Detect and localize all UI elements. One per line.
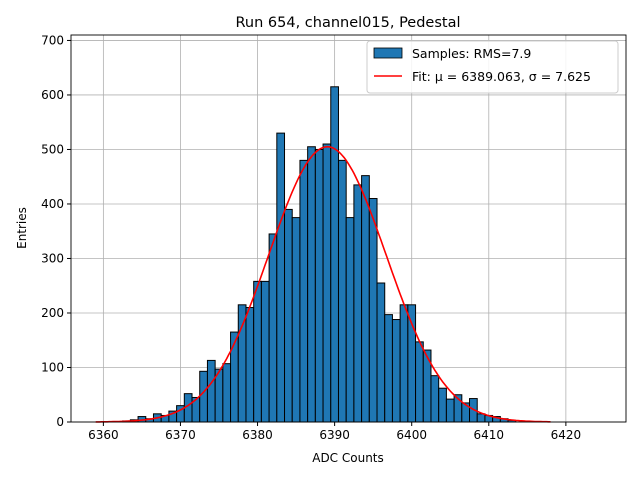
histogram-bar [415, 341, 424, 423]
histogram-bar [399, 304, 409, 423]
histogram-bar [330, 86, 339, 423]
y-tick-label: 700 [41, 33, 64, 47]
fit-curve [95, 145, 551, 423]
histogram-bar [268, 233, 278, 423]
histogram-bar [368, 198, 378, 423]
legend-box [366, 40, 619, 94]
histogram-bar [276, 132, 286, 423]
x-tick-label: 6400 [396, 428, 427, 442]
legend-label-histogram: Samples: RMS=7.9 [412, 46, 531, 61]
histogram-bar [245, 307, 255, 423]
histogram-bar [299, 159, 309, 423]
histogram-bar [376, 282, 386, 423]
histogram-bar [476, 413, 486, 423]
legend-label-fit: Fit: μ = 6389.063, σ = 7.625 [412, 69, 591, 84]
grid [71, 35, 626, 423]
x-tick-label: 6420 [551, 428, 582, 442]
histogram-bar [199, 370, 208, 423]
x-tick-label: 6410 [474, 428, 505, 442]
histogram-bar [438, 387, 447, 423]
histogram-bar [384, 314, 393, 423]
histogram-bar [430, 375, 440, 423]
x-tick-label: 6360 [88, 428, 119, 442]
y-tick-label: 100 [41, 360, 64, 374]
x-axis-label: ADC Counts [312, 451, 384, 465]
y-tick-label: 400 [41, 197, 64, 211]
histogram-bar [345, 217, 355, 423]
histogram-bar [361, 175, 370, 423]
x-tick-label: 6380 [242, 428, 273, 442]
y-tick-label: 0 [56, 415, 64, 429]
x-axis-ticks: 6360 6370 6380 6390 6400 6410 6420 [88, 422, 581, 442]
histogram-bar [353, 184, 363, 423]
histogram-bar [230, 331, 239, 423]
histogram-bar [307, 146, 316, 423]
legend-swatch-histogram [373, 47, 403, 59]
histogram-bar [237, 304, 247, 423]
histogram-bar [291, 217, 301, 423]
y-tick-label: 600 [41, 88, 64, 102]
x-tick-label: 6390 [319, 428, 350, 442]
histogram-bars [122, 86, 517, 423]
histogram-bar [337, 159, 347, 423]
plot-frame [70, 34, 627, 423]
histogram-bar [391, 319, 401, 423]
y-tick-label: 500 [41, 142, 64, 156]
histogram-bar [206, 359, 216, 423]
histogram-bar [260, 280, 270, 423]
x-tick-label: 6370 [165, 428, 196, 442]
y-axis-label: Entries [15, 207, 29, 249]
histogram-bar [284, 208, 293, 423]
y-tick-label: 300 [41, 251, 64, 265]
chart-title: Run 654, channel015, Pedestal [235, 15, 460, 31]
histogram-bar [253, 280, 262, 423]
legend: Samples: RMS=7.9 Fit: μ = 6389.063, σ = … [366, 40, 619, 94]
histogram-bar [222, 363, 232, 423]
y-tick-label: 200 [41, 306, 64, 320]
y-axis-ticks: 0 100 200 300 400 500 600 700 [41, 33, 71, 429]
histogram-bar [322, 143, 332, 423]
histogram-bar [314, 148, 324, 423]
histogram-bar [445, 398, 455, 423]
